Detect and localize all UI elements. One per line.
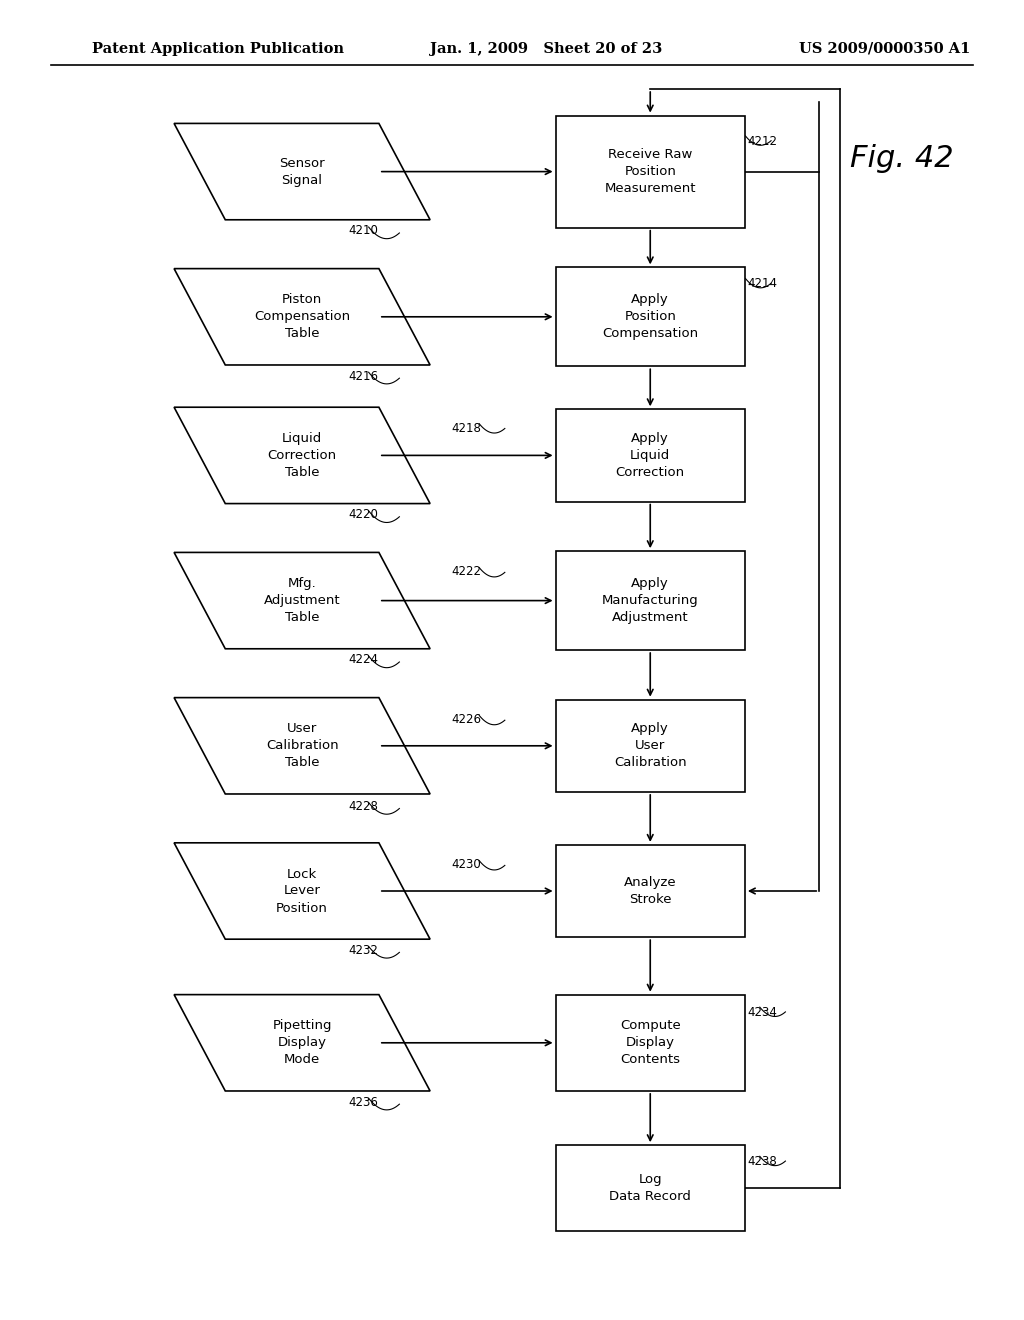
Text: 4226: 4226	[452, 713, 481, 726]
Text: Lock
Lever
Position: Lock Lever Position	[276, 867, 328, 915]
Text: Compute
Display
Contents: Compute Display Contents	[620, 1019, 681, 1067]
FancyBboxPatch shape	[555, 409, 745, 502]
Text: Apply
Manufacturing
Adjustment: Apply Manufacturing Adjustment	[602, 577, 698, 624]
Text: Fig. 42: Fig. 42	[850, 144, 953, 173]
Polygon shape	[174, 269, 430, 364]
FancyBboxPatch shape	[555, 267, 745, 366]
Text: 4230: 4230	[452, 858, 481, 871]
Text: 4212: 4212	[748, 135, 777, 148]
FancyBboxPatch shape	[555, 552, 745, 649]
Polygon shape	[174, 995, 430, 1090]
Text: 4238: 4238	[748, 1155, 777, 1168]
FancyBboxPatch shape	[555, 116, 745, 227]
Text: 4234: 4234	[748, 1006, 777, 1019]
FancyBboxPatch shape	[555, 700, 745, 792]
Text: Jan. 1, 2009   Sheet 20 of 23: Jan. 1, 2009 Sheet 20 of 23	[430, 42, 663, 55]
Text: 4228: 4228	[348, 800, 378, 813]
Text: 4224: 4224	[348, 653, 378, 667]
Text: 4210: 4210	[348, 224, 378, 238]
Text: 4214: 4214	[748, 277, 777, 290]
Text: Receive Raw
Position
Measurement: Receive Raw Position Measurement	[604, 148, 696, 195]
Text: Piston
Compensation
Table: Piston Compensation Table	[254, 293, 350, 341]
Text: Mfg.
Adjustment
Table: Mfg. Adjustment Table	[264, 577, 340, 624]
Polygon shape	[174, 407, 430, 503]
Polygon shape	[174, 697, 430, 795]
Polygon shape	[174, 124, 430, 219]
Text: User
Calibration
Table: User Calibration Table	[266, 722, 338, 770]
Text: Analyze
Stroke: Analyze Stroke	[624, 876, 677, 906]
Text: Log
Data Record: Log Data Record	[609, 1173, 691, 1203]
Text: 4220: 4220	[348, 508, 378, 521]
Text: Apply
Position
Compensation: Apply Position Compensation	[602, 293, 698, 341]
Text: Liquid
Correction
Table: Liquid Correction Table	[267, 432, 337, 479]
Text: Patent Application Publication: Patent Application Publication	[92, 42, 344, 55]
FancyBboxPatch shape	[555, 845, 745, 937]
Text: 4216: 4216	[348, 370, 378, 383]
Text: 4232: 4232	[348, 944, 378, 957]
Polygon shape	[174, 552, 430, 648]
Polygon shape	[174, 843, 430, 940]
Text: Sensor
Signal: Sensor Signal	[280, 157, 325, 186]
Text: Apply
Liquid
Correction: Apply Liquid Correction	[615, 432, 685, 479]
Text: Apply
User
Calibration: Apply User Calibration	[614, 722, 686, 770]
Text: 4218: 4218	[452, 422, 481, 436]
FancyBboxPatch shape	[555, 995, 745, 1090]
Text: 4236: 4236	[348, 1096, 378, 1109]
Text: Pipetting
Display
Mode: Pipetting Display Mode	[272, 1019, 332, 1067]
Text: 4222: 4222	[452, 565, 481, 578]
FancyBboxPatch shape	[555, 1144, 745, 1230]
Text: US 2009/0000350 A1: US 2009/0000350 A1	[799, 42, 970, 55]
